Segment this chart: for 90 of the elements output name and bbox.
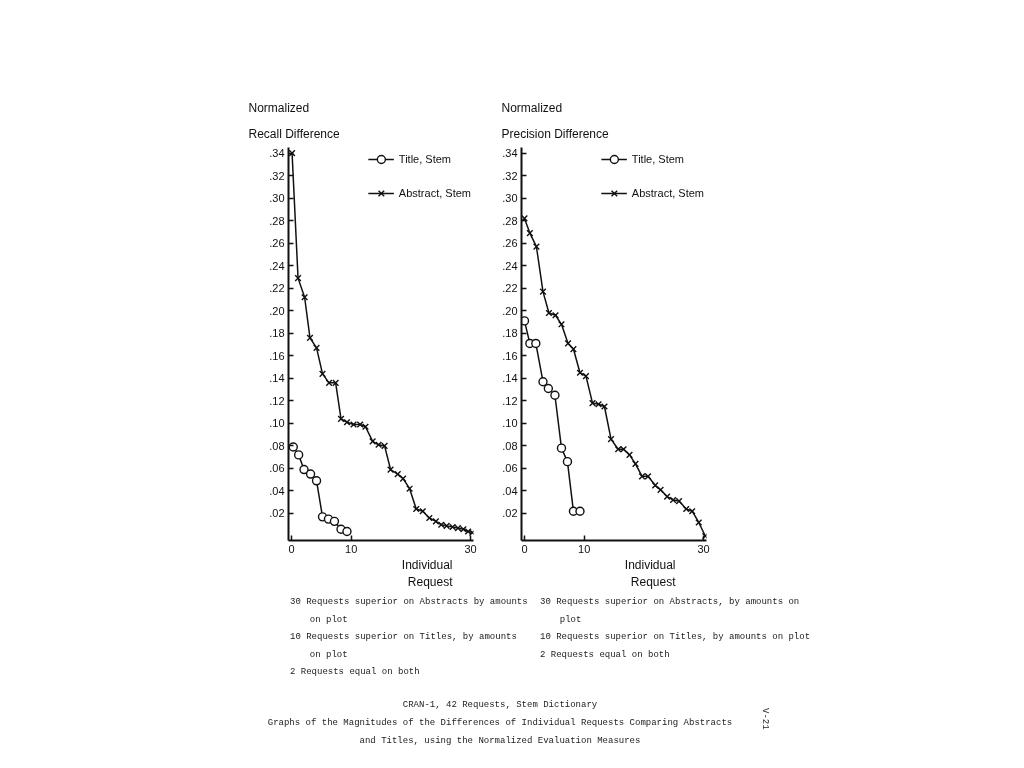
- legend-label: Title, Stem: [398, 153, 452, 165]
- text: 30 Requests superior on Abstracts, by amounts on plot: [540, 596, 801, 627]
- point: [557, 320, 566, 328]
- point: [526, 229, 534, 237]
- y-tick-label: .08: [502, 439, 518, 452]
- y-tick-label: .06: [502, 462, 518, 475]
- y-tick-label: .20: [269, 304, 285, 317]
- x-tick-label: 0: [288, 542, 295, 555]
- y-tick-label: .24: [502, 259, 518, 272]
- text: 2 Requests equal on both: [540, 648, 671, 662]
- point: [329, 516, 340, 527]
- point: [695, 518, 703, 527]
- y-tick-label: .22: [269, 282, 285, 295]
- point: [294, 274, 302, 282]
- y-tick-label: .06: [269, 462, 285, 475]
- x-tick-label: 30: [697, 542, 710, 555]
- point: [406, 485, 414, 493]
- point: [305, 469, 316, 479]
- y-tick-label: .02: [269, 507, 285, 520]
- y-tick-label: .10: [269, 417, 285, 430]
- x-tick-label: 30: [464, 542, 477, 555]
- y-tick-label: .34: [502, 147, 518, 160]
- point: [556, 443, 567, 453]
- y-tick-label: .28: [269, 214, 285, 227]
- legend-label: Title, Stem: [631, 153, 685, 165]
- text: 30 Requests superior on Abstracts by amounts on plot: [290, 596, 529, 627]
- y-tick-label: .12: [269, 394, 285, 407]
- y-tick-label: .04: [269, 484, 285, 497]
- x-tick-label: 10: [345, 542, 358, 555]
- y-tick-label: .32: [502, 169, 518, 182]
- point: [657, 486, 665, 494]
- point: [301, 293, 309, 301]
- point: [607, 435, 615, 443]
- text: 2 Requests equal on both: [290, 666, 421, 680]
- y-axis-title: Normalized Precision Difference: [501, 100, 609, 142]
- x-tick-label: 10: [578, 542, 591, 555]
- point: [399, 475, 407, 483]
- point: [299, 464, 309, 475]
- point: [631, 460, 640, 468]
- text: Graphs of the Magnitudes of the Differences of Individual Requests Comparing Abstracts and Titles, using the Normalized Evaluation Measures: [266, 717, 734, 748]
- y-tick-label: .14: [269, 372, 285, 385]
- point: [543, 383, 554, 394]
- point: [311, 476, 322, 486]
- y-tick-label: .22: [502, 282, 518, 295]
- point: [538, 377, 548, 387]
- point: [342, 526, 352, 537]
- y-tick-label: .26: [502, 237, 518, 250]
- x-axis-title: Individual Request: [624, 558, 677, 589]
- y-tick-label: .24: [269, 259, 285, 272]
- text: 10 Requests superior on Titles, by amounts on plot: [290, 631, 518, 662]
- point: [651, 481, 659, 489]
- point: [394, 470, 402, 478]
- y-tick-label: .30: [502, 192, 518, 205]
- y-tick-label: .14: [502, 372, 518, 385]
- legend-label: Abstract, Stem: [631, 187, 704, 199]
- point: [531, 338, 541, 349]
- y-tick-label: .20: [502, 304, 518, 317]
- point: [575, 506, 585, 516]
- y-tick-label: .18: [269, 327, 285, 340]
- legend-label: Abstract, Stem: [398, 187, 471, 199]
- point: [539, 288, 547, 296]
- text: V-21: [758, 707, 771, 730]
- y-tick-label: .08: [269, 439, 285, 452]
- x-tick-label: 0: [521, 542, 528, 555]
- point: [625, 451, 634, 459]
- y-tick-label: .30: [269, 192, 285, 205]
- y-tick-label: .28: [502, 214, 518, 227]
- y-tick-label: .16: [502, 349, 518, 362]
- point: [550, 390, 560, 400]
- point: [293, 450, 304, 460]
- y-axis-title: Normalized Recall Difference: [248, 100, 340, 142]
- y-tick-label: .26: [269, 237, 285, 250]
- point: [306, 334, 314, 342]
- y-tick-label: .10: [502, 417, 518, 430]
- text: CRAN-1, 42 Requests, Stem Dictionary: [401, 699, 599, 712]
- point: [425, 514, 433, 522]
- y-tick-label: .12: [502, 394, 518, 407]
- y-tick-label: .34: [269, 147, 285, 160]
- y-tick-label: .04: [502, 484, 518, 497]
- y-tick-label: .18: [502, 327, 518, 340]
- point: [313, 344, 321, 352]
- point: [564, 339, 572, 347]
- point: [562, 456, 573, 467]
- point: [318, 370, 327, 378]
- x-axis-title: Individual Request: [401, 558, 454, 589]
- point: [569, 345, 577, 353]
- y-tick-label: .02: [502, 507, 518, 520]
- y-tick-label: .32: [269, 169, 285, 182]
- y-tick-label: .16: [269, 349, 285, 362]
- text: 10 Requests superior on Titles, by amounts on plot: [540, 631, 812, 645]
